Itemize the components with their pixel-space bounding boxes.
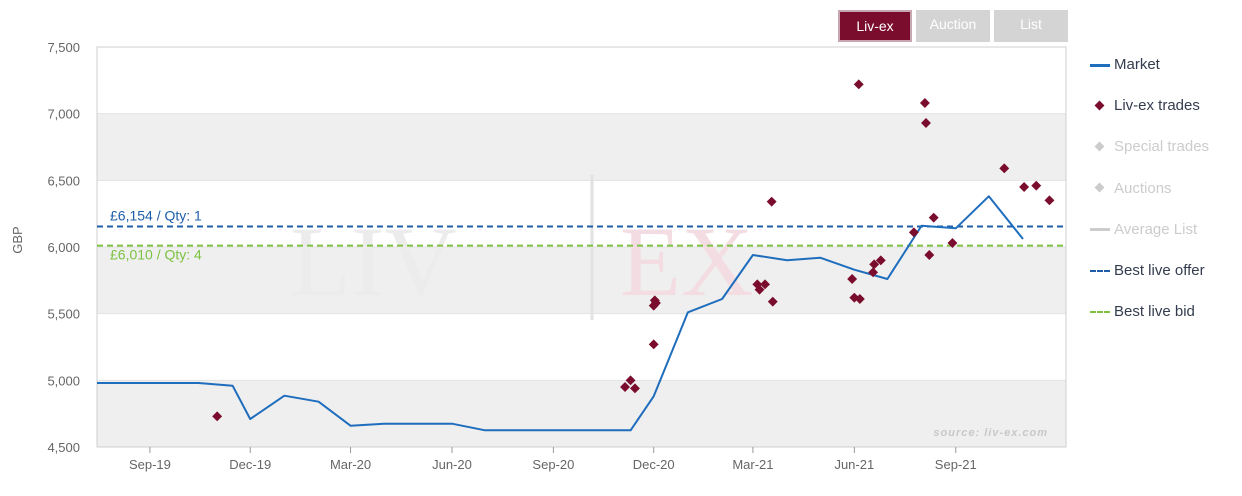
trade-point	[766, 196, 777, 207]
x-tick-label: Jun-20	[432, 457, 472, 472]
trade-point	[767, 296, 778, 307]
line-marker-icon	[1090, 58, 1110, 72]
trade-point	[853, 79, 864, 90]
plot-line-label: £6,154 / Qty: 1	[110, 207, 202, 223]
trade-point	[908, 227, 919, 238]
legend-item-best-live-bid[interactable]: Best live bid	[1090, 291, 1209, 332]
x-tick-label: Dec-19	[229, 457, 271, 472]
legend-item-special-trades[interactable]: Special trades	[1090, 126, 1209, 167]
chart-tabs: Liv-ex Auction List	[838, 10, 1068, 42]
y-tick-label: 5,000	[47, 373, 80, 388]
legend-label: Liv-ex trades	[1114, 97, 1200, 115]
trade-point	[754, 284, 765, 295]
x-tick-label: Mar-21	[732, 457, 773, 472]
plot-line-label: £6,010 / Qty: 4	[110, 247, 202, 263]
trade-point	[620, 382, 630, 392]
grid-band	[97, 247, 1066, 314]
trade-point	[760, 279, 770, 290]
market-line	[97, 195, 1024, 432]
diamond-marker-icon	[1090, 99, 1110, 113]
trade-point	[854, 294, 865, 304]
dashed-line-marker-icon	[1090, 305, 1110, 319]
tab-livex[interactable]: Liv-ex	[838, 10, 912, 42]
legend-item-market[interactable]: Market	[1090, 44, 1209, 85]
watermark-right: EX	[620, 206, 753, 317]
tab-auction[interactable]: Auction	[916, 10, 990, 42]
y-tick-label: 6,000	[47, 240, 80, 255]
trade-point	[212, 411, 223, 422]
x-tick-label: Sep-20	[532, 457, 574, 472]
tab-list[interactable]: List	[994, 10, 1068, 42]
x-tick-label: Sep-21	[935, 457, 977, 472]
trade-point	[847, 274, 858, 284]
source-credit: source: liv-ex.com	[933, 427, 1048, 439]
y-tick-label: 4,500	[47, 440, 80, 455]
series	[97, 79, 1055, 432]
legend-label: Market	[1114, 56, 1160, 74]
y-axis-title: GBP	[10, 226, 25, 253]
trade-point	[875, 255, 886, 266]
trade-point	[650, 298, 661, 308]
y-tick-label: 7,000	[47, 107, 80, 122]
legend-label: Auctions	[1114, 179, 1172, 197]
trade-point	[869, 259, 880, 270]
legend-item-average-list[interactable]: Average List	[1090, 209, 1209, 250]
legend: Market Liv-ex trades Special trades Auct…	[1090, 44, 1209, 332]
diamond-marker-icon	[1090, 140, 1110, 154]
legend-item-livex-trades[interactable]: Liv-ex trades	[1090, 85, 1209, 126]
trade-point	[625, 375, 636, 386]
legend-label: Average List	[1114, 220, 1198, 238]
trade-point	[928, 212, 939, 223]
trade-point	[924, 250, 935, 260]
legend-item-auctions[interactable]: Auctions	[1090, 168, 1209, 209]
plot-border	[96, 46, 1067, 448]
trade-point	[868, 267, 879, 278]
trade-point	[999, 163, 1010, 174]
axes: 4,500 5,000 5,500 6,000 6,500 7,000 7,500 Sep-1…	[47, 40, 1067, 472]
legend-label: Best live offer	[1114, 262, 1205, 280]
y-tick-label: 5,500	[47, 307, 80, 322]
trade-point	[630, 383, 640, 394]
diamond-marker-icon	[1090, 181, 1110, 195]
plot-lines: £6,154 / Qty: 1 £6,010 / Qty: 4	[97, 207, 1066, 263]
legend-item-best-live-offer[interactable]: Best live offer	[1090, 250, 1209, 291]
x-tick-label: Sep-19	[129, 457, 171, 472]
trade-point	[919, 98, 930, 108]
watermark-logo: LIV EX	[290, 175, 753, 320]
x-tick-label: Jun-21	[834, 457, 874, 472]
trade-point	[947, 238, 958, 248]
grid-bands	[97, 46, 1066, 448]
x-tick-label: Mar-20	[330, 457, 371, 472]
x-tick-label: Dec-20	[633, 457, 675, 472]
trade-point	[921, 118, 931, 128]
legend-label: Special trades	[1114, 138, 1210, 156]
watermark-left: LIV	[290, 206, 457, 317]
grid-band	[97, 380, 1066, 447]
y-tick-label: 6,500	[47, 173, 80, 188]
trade-point	[1031, 180, 1042, 191]
y-tick-label: 7,500	[47, 40, 80, 55]
trade-point	[648, 339, 659, 350]
trade-point	[1044, 195, 1055, 206]
line-marker-icon	[1090, 222, 1110, 236]
grid-band	[97, 113, 1066, 181]
dashed-line-marker-icon	[1090, 264, 1110, 278]
legend-label: Best live bid	[1114, 303, 1195, 321]
